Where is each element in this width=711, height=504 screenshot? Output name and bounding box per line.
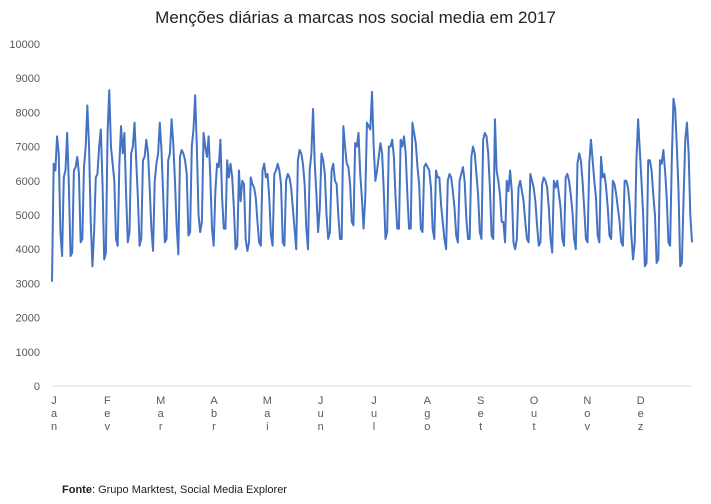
y-tick-label: 1000 [16, 347, 40, 359]
y-tick-label: 4000 [16, 244, 40, 256]
y-tick-label: 8000 [16, 107, 40, 119]
y-tick-label: 3000 [16, 278, 40, 290]
y-tick-label: 5000 [16, 210, 40, 222]
y-tick-label: 2000 [16, 313, 40, 325]
chart-title: Menções diárias a marcas nos social medi… [155, 8, 556, 27]
source-note: Fonte: Grupo Marktest, Social Media Expl… [62, 484, 287, 496]
y-tick-label: 10000 [9, 39, 40, 51]
source-label: Fonte [62, 484, 92, 496]
y-tick-label: 6000 [16, 176, 40, 188]
y-tick-label: 9000 [16, 73, 40, 85]
series-line [51, 89, 693, 282]
y-tick-label: 7000 [16, 142, 40, 154]
y-tick-label: 0 [34, 381, 40, 393]
source-text: : Grupo Marktest, Social Media Explorer [91, 484, 287, 496]
